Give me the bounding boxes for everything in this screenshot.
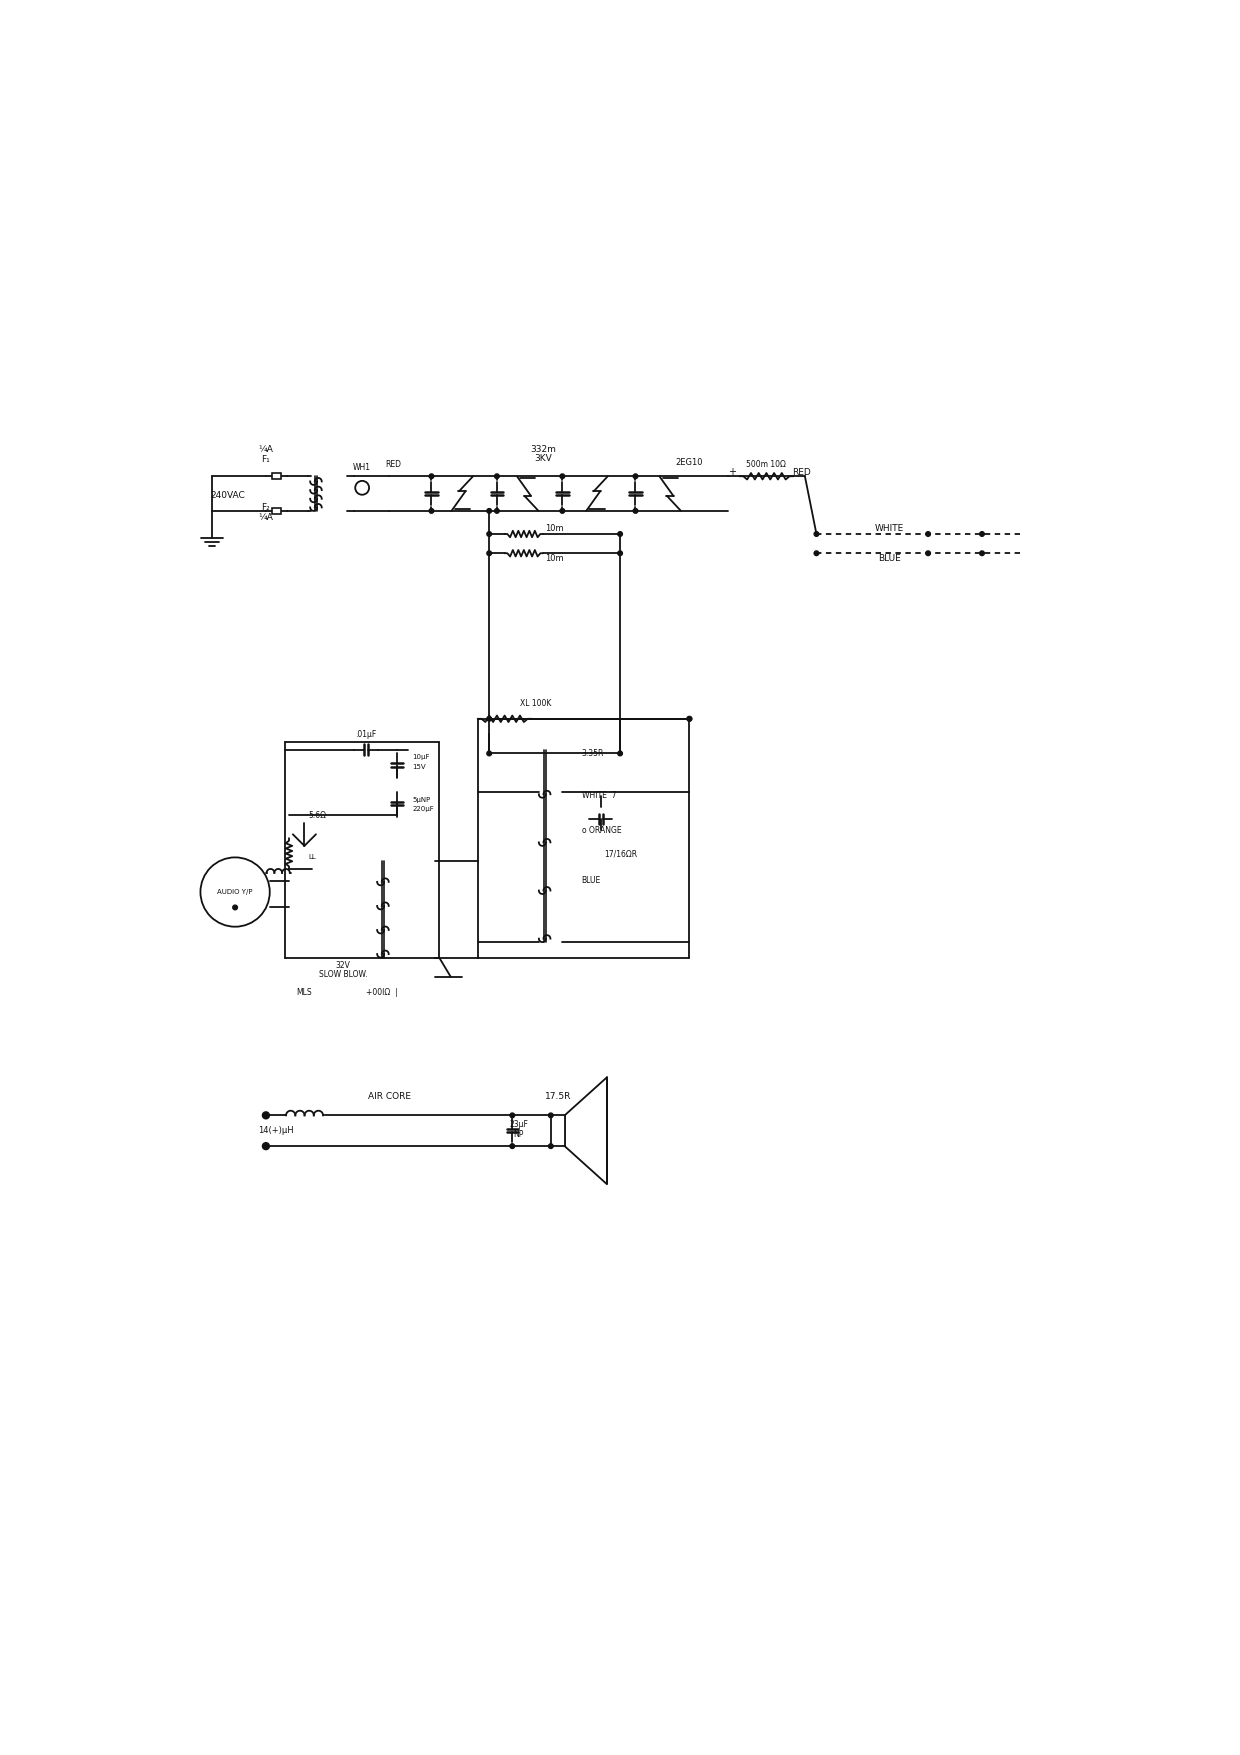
Circle shape xyxy=(233,906,237,909)
Text: RED: RED xyxy=(791,469,811,477)
Text: 10m: 10m xyxy=(546,525,564,534)
Text: 17.5R: 17.5R xyxy=(546,1092,572,1100)
Text: .01μF: .01μF xyxy=(356,730,377,739)
Text: 15V: 15V xyxy=(412,765,425,770)
Text: 23μF: 23μF xyxy=(510,1120,528,1128)
Circle shape xyxy=(560,474,564,479)
Circle shape xyxy=(487,716,491,721)
Text: MLS: MLS xyxy=(296,988,312,997)
Text: WH1: WH1 xyxy=(353,463,371,472)
Circle shape xyxy=(815,551,818,556)
Text: 332m: 332m xyxy=(531,444,556,455)
Circle shape xyxy=(495,509,500,512)
Text: ¼A: ¼A xyxy=(258,512,273,521)
Text: 5.6Ω: 5.6Ω xyxy=(309,811,326,820)
Text: 14(+)μH: 14(+)μH xyxy=(258,1127,294,1135)
Bar xyxy=(272,507,281,514)
Text: 240VAC: 240VAC xyxy=(210,491,244,500)
Text: 2EG10: 2EG10 xyxy=(676,458,703,467)
Circle shape xyxy=(926,551,930,556)
Circle shape xyxy=(815,532,818,537)
Circle shape xyxy=(618,751,622,756)
Text: 32V: 32V xyxy=(336,960,351,971)
Text: 500m 10Ω: 500m 10Ω xyxy=(746,460,786,469)
Circle shape xyxy=(510,1113,515,1118)
Circle shape xyxy=(926,532,930,537)
Text: +00IΩ  |: +00IΩ | xyxy=(366,988,397,997)
Text: 5μNP: 5μNP xyxy=(412,797,430,802)
Text: BLUE: BLUE xyxy=(878,555,901,563)
Text: 220μF: 220μF xyxy=(412,806,434,813)
Circle shape xyxy=(510,1144,515,1148)
Text: 10μF: 10μF xyxy=(412,755,430,760)
Circle shape xyxy=(980,532,985,537)
Text: 17/16ΩR: 17/16ΩR xyxy=(605,849,637,858)
Circle shape xyxy=(263,1113,269,1120)
Circle shape xyxy=(487,509,491,512)
Circle shape xyxy=(263,1143,269,1150)
Bar xyxy=(272,474,281,479)
Text: WHITE  7: WHITE 7 xyxy=(582,792,616,800)
Circle shape xyxy=(429,509,434,512)
Text: F₂: F₂ xyxy=(262,502,270,511)
Text: o ORANGE: o ORANGE xyxy=(582,827,621,835)
Text: XL 100K: XL 100K xyxy=(520,698,551,707)
Circle shape xyxy=(634,474,637,479)
Text: SLOW BLOW.: SLOW BLOW. xyxy=(319,971,367,979)
Text: 3.35R: 3.35R xyxy=(582,749,604,758)
Text: +: + xyxy=(728,467,735,477)
Circle shape xyxy=(487,532,491,537)
Text: RED: RED xyxy=(384,460,401,469)
Text: AIR CORE: AIR CORE xyxy=(367,1092,410,1100)
Circle shape xyxy=(560,509,564,512)
Circle shape xyxy=(687,716,692,721)
Text: LL: LL xyxy=(309,855,316,860)
Text: NP: NP xyxy=(513,1130,523,1139)
Circle shape xyxy=(618,551,622,556)
Text: WHITE: WHITE xyxy=(875,525,904,534)
Circle shape xyxy=(687,716,692,721)
Circle shape xyxy=(487,551,491,556)
Text: AUDIO Y/P: AUDIO Y/P xyxy=(217,890,253,895)
Circle shape xyxy=(495,474,500,479)
Circle shape xyxy=(634,509,637,512)
Circle shape xyxy=(548,1113,553,1118)
Bar xyxy=(551,1116,564,1146)
Circle shape xyxy=(548,1144,553,1148)
Circle shape xyxy=(487,751,491,756)
Text: ¼A: ¼A xyxy=(258,444,273,455)
Text: 10m: 10m xyxy=(546,555,564,563)
Text: 3KV: 3KV xyxy=(534,455,552,463)
Circle shape xyxy=(618,532,622,537)
Text: BLUE: BLUE xyxy=(582,876,601,885)
Text: F₁: F₁ xyxy=(262,455,270,463)
Circle shape xyxy=(980,551,985,556)
Circle shape xyxy=(429,474,434,479)
